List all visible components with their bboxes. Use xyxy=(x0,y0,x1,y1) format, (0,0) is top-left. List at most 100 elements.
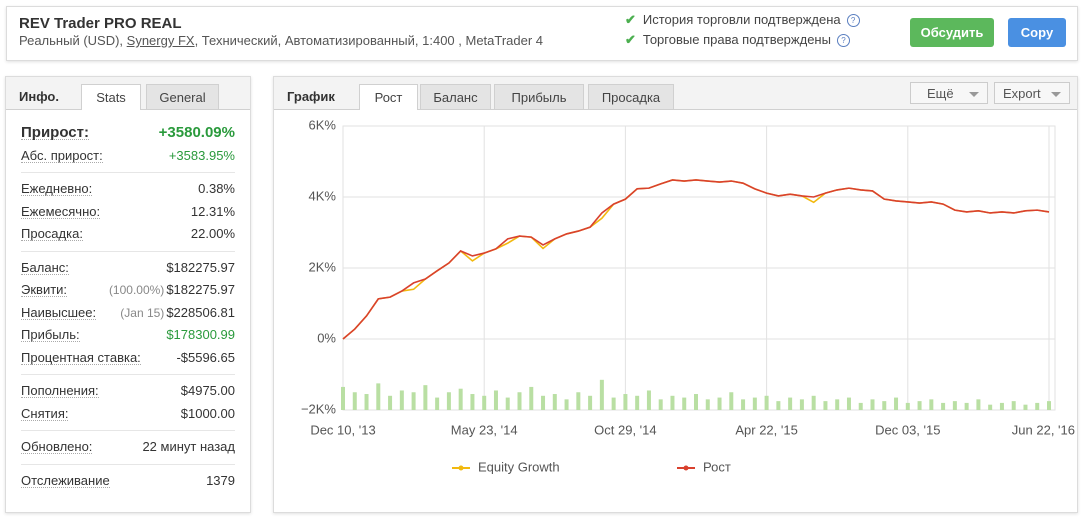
activity-bar xyxy=(694,394,698,410)
stats-value: $182275.97 xyxy=(166,259,235,275)
account-title: REV Trader PRO REAL xyxy=(19,15,182,32)
stats-row: Отслеживание 1379 xyxy=(21,470,235,493)
activity-bar xyxy=(423,385,428,410)
activity-bar xyxy=(658,399,663,410)
stats-value-wrap: $1000.00 xyxy=(181,403,235,426)
stats-value-wrap: $4975.00 xyxy=(181,380,235,403)
activity-bar xyxy=(729,392,734,410)
activity-bar xyxy=(611,397,616,410)
tab[interactable]: Рост xyxy=(359,84,418,110)
y-tick-label: 6K% xyxy=(309,117,337,132)
activity-bar xyxy=(717,397,722,410)
activity-bar xyxy=(776,401,781,410)
panel-title: График xyxy=(287,89,335,104)
activity-bar xyxy=(741,399,746,410)
stats-value-wrap: 22 минут назад xyxy=(142,436,235,459)
copy-button[interactable]: Copy xyxy=(1008,18,1066,47)
stats-value-wrap: 22.00% xyxy=(191,223,235,246)
help-icon[interactable]: ? xyxy=(846,14,860,27)
stats-row: Ежемесячно: 12.31% xyxy=(21,201,235,224)
x-tick-label: May 23, '14 xyxy=(451,422,518,437)
verification: ✔ Торговые права подтверждены? xyxy=(625,32,850,48)
export-dropdown[interactable]: Export xyxy=(994,82,1070,104)
stats-group: Обновлено: 22 минут назад xyxy=(21,431,235,465)
discuss-button[interactable]: Обсудить xyxy=(910,18,994,47)
activity-bar xyxy=(482,395,487,410)
activity-bar xyxy=(364,394,369,410)
stats-value: 22 минут назад xyxy=(142,439,235,454)
activity-bar xyxy=(788,397,793,410)
activity-bar xyxy=(1047,401,1051,410)
activity-bar xyxy=(670,395,675,410)
stats-row: Ежедневно: 0.38% xyxy=(21,178,235,201)
stats-label: Обновлено: xyxy=(21,436,93,454)
activity-bar xyxy=(858,402,863,410)
activity-bar xyxy=(529,386,534,410)
stats-row: Баланс: $182275.97 xyxy=(21,257,235,280)
stats-label: Баланс: xyxy=(21,257,69,275)
activity-bar xyxy=(1023,404,1028,410)
activity-bar xyxy=(376,383,381,410)
activity-bar xyxy=(623,394,628,410)
activity-bar xyxy=(917,401,922,410)
activity-bar xyxy=(435,397,440,410)
tab[interactable]: General xyxy=(146,84,219,109)
stats-label: Ежедневно: xyxy=(21,178,93,196)
chart: −2K% 0% 2K% 4K% 6K% Dec 10, '13 May 23, '14 Oct… xyxy=(301,117,1075,474)
activity-bar xyxy=(599,379,604,410)
account-header: REV Trader PRO REAL Реальный (USD), Syne… xyxy=(6,6,1078,61)
chart-panel: График Рост Баланс Прибыль Просадка Ещё … xyxy=(273,76,1078,513)
y-tick-label: 2K% xyxy=(309,259,337,274)
series-line xyxy=(342,179,1050,340)
stats-value-wrap: 1379 xyxy=(206,470,235,493)
broker-link[interactable]: Synergy FX xyxy=(126,33,195,48)
stats-group: Баланс: $182275.97 Эквити: (100.00%) $182275… xyxy=(21,252,235,375)
tab[interactable]: Stats xyxy=(81,84,141,110)
activity-bar xyxy=(952,401,957,410)
activity-bar xyxy=(799,399,804,410)
stats-label: Процентная ставка: xyxy=(21,347,141,365)
activity-bar xyxy=(446,392,451,410)
stats-group: Пополнения: $4975.00 Снятия: $1000.00 xyxy=(21,375,235,431)
activity-bar xyxy=(493,390,498,410)
activity-bar xyxy=(999,402,1004,410)
panel-title: Инфо. xyxy=(19,89,59,104)
stats-value: $1000.00 xyxy=(180,405,235,421)
y-tick-label: 0% xyxy=(317,330,336,345)
stats-label: Просадка: xyxy=(21,223,83,241)
more-dropdown[interactable]: Ещё xyxy=(910,82,988,104)
stats-value-wrap: +3580.09% xyxy=(159,122,235,145)
activity-bar xyxy=(352,392,357,410)
activity-bar xyxy=(929,399,934,410)
tab[interactable]: Баланс xyxy=(420,84,491,109)
help-icon[interactable]: ? xyxy=(836,34,850,47)
activity-bar xyxy=(894,397,899,410)
stats-row: Процентная ставка: -$5596.65 xyxy=(21,347,235,370)
activity-bar xyxy=(1035,402,1040,410)
stats-label: Прирост: xyxy=(21,124,89,141)
stats-value: $228506.81 xyxy=(166,304,235,320)
stats-row: Обновлено: 22 минут назад xyxy=(21,436,235,459)
activity-bar xyxy=(905,402,910,410)
stats-label: Снятия: xyxy=(21,403,69,421)
stats-value: +3580.09% xyxy=(158,124,235,141)
x-tick-label: Jun 22, '16 xyxy=(1012,422,1075,437)
stats-note: (Jan 15) xyxy=(120,305,165,320)
stats-group: Отслеживание 1379 xyxy=(21,465,235,498)
activity-bar xyxy=(811,395,816,410)
x-tick-label: Dec 03, '15 xyxy=(875,422,940,437)
verification-text: Торговые права подтверждены xyxy=(642,32,831,47)
stats-note: (100.00%) xyxy=(108,283,165,297)
activity-bar xyxy=(517,392,522,410)
stats-label: Ежемесячно: xyxy=(21,201,101,219)
stats-row: Пополнения: $4975.00 xyxy=(21,380,235,403)
activity-bar xyxy=(823,401,828,410)
activity-bar xyxy=(541,395,546,410)
tab[interactable]: Прибыль xyxy=(494,84,584,109)
activity-bar xyxy=(941,402,946,410)
activity-bar xyxy=(988,404,993,410)
stats-label: Прибыль: xyxy=(21,324,80,342)
activity-bar xyxy=(470,394,475,410)
tab[interactable]: Просадка xyxy=(588,84,674,109)
stats-value-wrap: (100.00%) $182275.97 xyxy=(109,279,235,302)
